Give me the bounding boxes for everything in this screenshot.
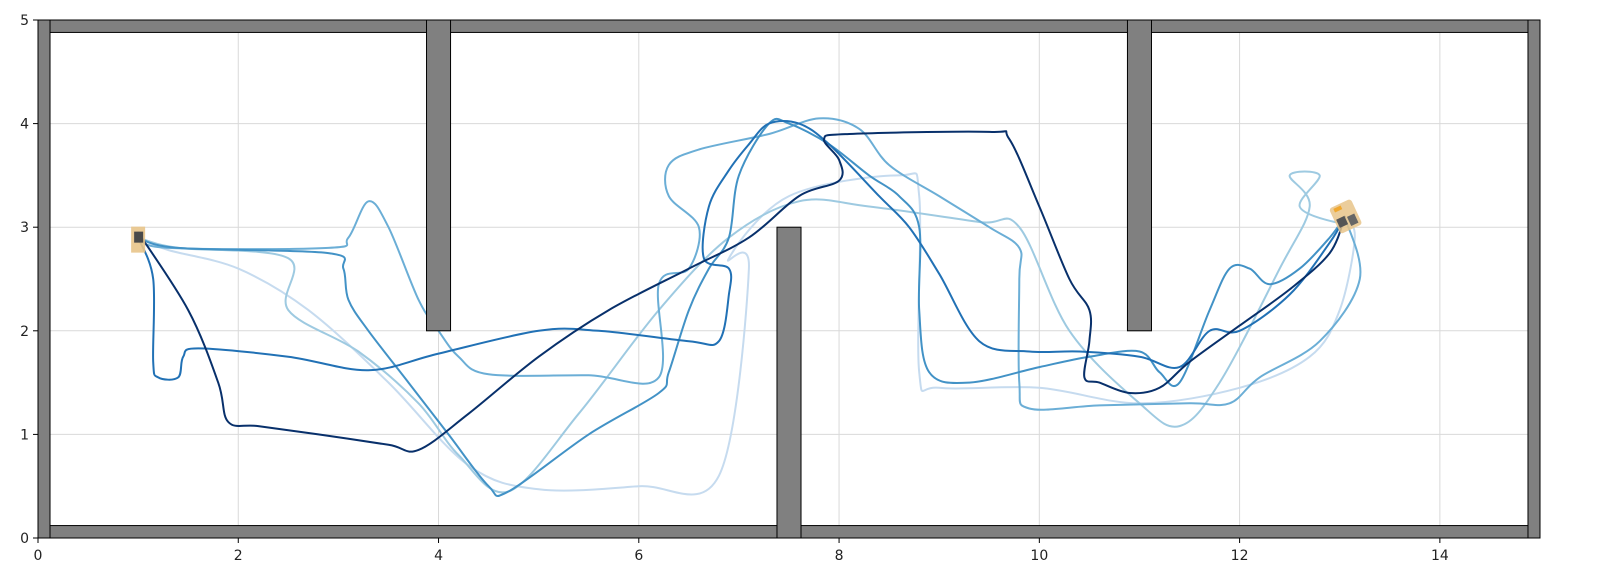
- goal-robot-wheel-icon: [1346, 213, 1359, 226]
- start-robot-icon: [134, 231, 144, 243]
- goal-flag-icon: [1333, 205, 1343, 213]
- wall-5: [426, 19, 452, 332]
- x-tick-label: 6: [634, 548, 643, 564]
- walls: [37, 19, 1541, 539]
- trajectory-line-2: [137, 170, 1346, 494]
- wall-6: [1126, 19, 1152, 332]
- y-tick-label: 4: [20, 117, 29, 133]
- wall-3: [37, 19, 51, 539]
- trajectory-line-5: [137, 119, 1346, 381]
- y-tick-label: 2: [20, 324, 29, 340]
- markers: [131, 199, 1362, 253]
- goal-area: [1329, 199, 1362, 234]
- trajectory-line-6: [137, 130, 1346, 453]
- trajectory-series: [137, 117, 1362, 498]
- wall-1: [37, 19, 1541, 33]
- y-tick-label: 0: [20, 531, 29, 547]
- wall-7: [776, 226, 802, 539]
- x-tick-label: 10: [1030, 548, 1048, 564]
- y-tick-label: 3: [20, 220, 29, 236]
- x-tick-label: 14: [1431, 548, 1449, 564]
- trajectory-line-3: [137, 117, 1362, 411]
- x-tick-label: 8: [835, 548, 844, 564]
- x-tick-label: 0: [34, 548, 43, 564]
- x-tick-label: 2: [234, 548, 243, 564]
- goal-robot-icon: [1336, 215, 1349, 228]
- trajectory-line-4: [137, 117, 1346, 498]
- x-tick-label: 12: [1231, 548, 1249, 564]
- x-tick-label: 4: [434, 548, 443, 564]
- goal-marker: [1329, 199, 1362, 234]
- trajectory-line-1: [137, 172, 1356, 496]
- y-tick-label: 1: [20, 427, 29, 443]
- wall-4: [1527, 19, 1541, 539]
- y-tick-label: 5: [20, 13, 29, 29]
